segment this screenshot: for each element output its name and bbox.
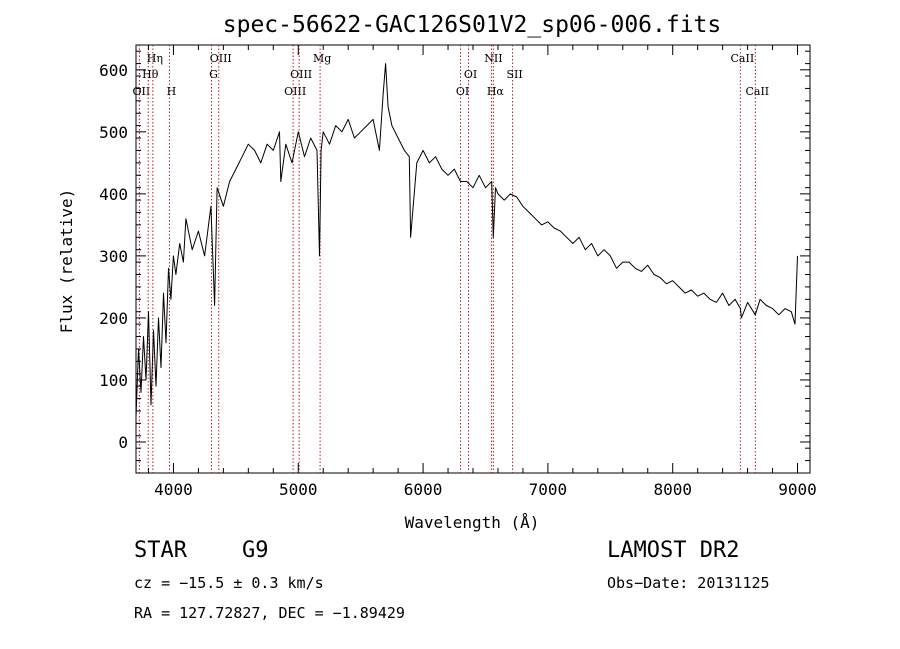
redshift-velocity: cz = −15.5 ± 0.3 km/s <box>134 574 324 592</box>
line-marker-label: OI <box>464 68 477 81</box>
y-tick-label: 0 <box>118 433 128 452</box>
line-marker-label: OIII <box>210 52 232 65</box>
chart-title: spec-56622-GAC126S01V2_sp06-006.fits <box>223 12 722 38</box>
x-tick-label: 6000 <box>404 480 443 499</box>
line-marker-label: Mg <box>313 52 331 65</box>
y-tick-label: 400 <box>99 185 128 204</box>
y-tick-label: 600 <box>99 61 128 80</box>
observation-date: Obs−Date: 20131125 <box>607 574 770 592</box>
plot-frame <box>135 44 811 474</box>
line-marker-label: CaII <box>745 85 769 98</box>
line-marker-label: OII <box>133 85 151 98</box>
coordinates: RA = 127.72827, DEC = −1.89429 <box>134 604 405 622</box>
x-axis-label: Wavelength (Å) <box>405 513 540 532</box>
y-axis-label: Flux (relative) <box>57 189 76 334</box>
object-subclass: G9 <box>242 538 269 563</box>
line-marker-label: NII <box>484 52 502 65</box>
x-tick-label: 5000 <box>279 480 318 499</box>
x-tick-label: 7000 <box>529 480 568 499</box>
x-tick-label: 9000 <box>778 480 817 499</box>
y-tick-label: 500 <box>99 123 128 142</box>
line-marker-label: Hη <box>147 52 163 65</box>
line-marker-label: Hθ <box>142 68 159 81</box>
object-class: STAR <box>134 538 187 563</box>
line-marker-label: G <box>209 68 218 81</box>
x-tick-label: 8000 <box>653 480 692 499</box>
line-marker-label: CaII <box>731 52 755 65</box>
y-tick-label: 200 <box>99 309 128 328</box>
x-tick-label: 4000 <box>154 480 193 499</box>
survey-name: LAMOST DR2 <box>607 538 740 563</box>
line-marker-label: SII <box>506 68 522 81</box>
line-marker-label: OIII <box>284 85 306 98</box>
line-marker-label: Hα <box>487 85 505 98</box>
spectrum-line-0 <box>135 63 798 418</box>
line-marker-label: H <box>167 85 177 98</box>
line-marker-label: OI <box>456 85 469 98</box>
y-tick-label: 100 <box>99 371 128 390</box>
line-marker-label: OIII <box>290 68 312 81</box>
y-tick-label: 300 <box>99 247 128 266</box>
